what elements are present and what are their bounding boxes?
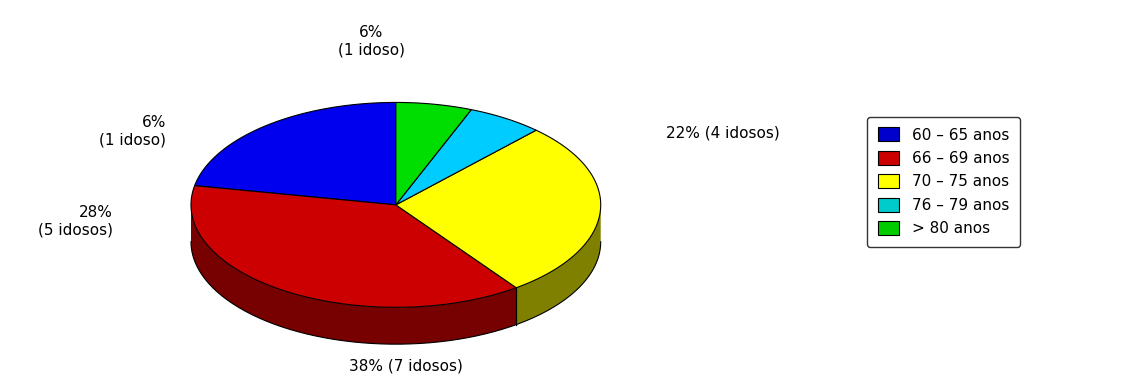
- Polygon shape: [191, 205, 516, 344]
- Polygon shape: [516, 205, 601, 324]
- Legend: 60 – 65 anos, 66 – 69 anos, 70 – 75 anos, 76 – 79 anos, > 80 anos: 60 – 65 anos, 66 – 69 anos, 70 – 75 anos…: [867, 117, 1020, 247]
- Polygon shape: [396, 130, 601, 288]
- Text: 6%
(1 idoso): 6% (1 idoso): [338, 25, 405, 57]
- Text: 22% (4 idosos): 22% (4 idosos): [666, 126, 780, 141]
- Text: 6%
(1 idoso): 6% (1 idoso): [100, 115, 166, 147]
- Text: 38% (7 idosos): 38% (7 idosos): [349, 359, 463, 374]
- Polygon shape: [195, 102, 396, 205]
- Polygon shape: [396, 110, 536, 205]
- Polygon shape: [396, 102, 472, 205]
- Text: 28%
(5 idosos): 28% (5 idosos): [38, 205, 113, 238]
- Polygon shape: [191, 186, 516, 307]
